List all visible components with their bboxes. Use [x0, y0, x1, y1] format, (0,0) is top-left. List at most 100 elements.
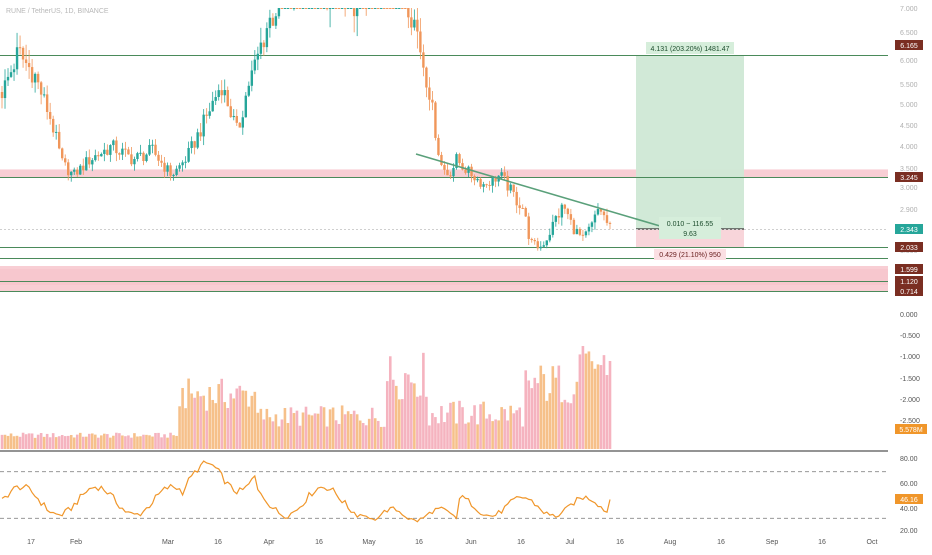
- candle-body: [208, 111, 211, 116]
- candle-body: [371, 8, 374, 9]
- volume-bar: [238, 385, 242, 449]
- volume-bar: [262, 419, 266, 449]
- candle-body: [506, 175, 509, 191]
- volume-bar: [223, 402, 227, 449]
- rsi-pane: 80.00 60.00 40.00 20.00: [0, 456, 918, 535]
- volume-bar: [548, 393, 552, 449]
- price-tick: 4.000: [900, 144, 918, 151]
- candle-body: [142, 152, 145, 161]
- candle-body: [334, 8, 338, 9]
- candle-body: [482, 184, 485, 187]
- volume-bar: [533, 377, 537, 449]
- volume-bar: [599, 365, 603, 449]
- volume-bar: [130, 437, 133, 449]
- price-badge: 2.033: [900, 245, 918, 252]
- volume-bar: [398, 399, 401, 449]
- volume-bar: [425, 396, 428, 449]
- candle-body: [145, 154, 148, 161]
- volume-bar: [298, 425, 302, 449]
- candle-body: [557, 216, 561, 218]
- candle-body: [97, 155, 100, 157]
- trendline-layer[interactable]: [415, 153, 661, 227]
- entry-label-ratio: 9.63: [683, 231, 697, 238]
- volume-bar: [458, 400, 461, 449]
- volume-badge-bg: [895, 424, 927, 434]
- candle-body: [355, 8, 359, 17]
- candle-body: [464, 169, 467, 173]
- price-badge: 3.245: [900, 175, 918, 182]
- volume-bar: [15, 435, 19, 449]
- demand-zone-band: [0, 266, 888, 285]
- volume-bar: [247, 406, 251, 449]
- candle-body: [328, 8, 332, 9]
- volume-bar: [301, 412, 305, 449]
- candle-body: [425, 67, 428, 88]
- volume-tick: -2.500: [900, 418, 920, 425]
- candle-body: [88, 157, 91, 165]
- volume-bar: [494, 419, 497, 449]
- candle-body: [24, 59, 28, 64]
- volume-bar: [410, 382, 413, 449]
- candle-body: [440, 154, 443, 165]
- price-axis[interactable]: 7.000 6.500 6.000 5.500 5.000 4.500 4.000 3.500…: [895, 6, 927, 504]
- candle-body: [572, 219, 576, 235]
- price-tick: 4.500: [900, 123, 918, 130]
- volume-bar: [539, 365, 543, 449]
- volume-bar: [413, 383, 416, 449]
- candle-body: [449, 175, 452, 177]
- candle-body: [196, 132, 199, 148]
- candle-body: [593, 214, 597, 223]
- candle-body: [325, 8, 329, 9]
- volume-bar: [310, 415, 314, 449]
- volume-bar: [608, 360, 612, 449]
- rsi-line: [1, 460, 611, 523]
- volume-bar: [253, 391, 257, 449]
- candle-body: [374, 8, 377, 9]
- price-badge-bg: [895, 276, 923, 286]
- candle-body: [521, 207, 524, 209]
- volume-bar: [280, 419, 284, 449]
- descending-trendline: [415, 153, 661, 227]
- volume-bar: [220, 378, 224, 449]
- candle-body: [301, 8, 305, 9]
- volume-bar: [193, 397, 196, 449]
- candle-body: [232, 115, 235, 118]
- candle-body: [419, 31, 422, 53]
- time-axis[interactable]: 17 Feb Mar 16 Apr 16 May 16 Jun 16 Jul 16 Aug 16 Sep 16…: [27, 539, 877, 546]
- volume-bar: [166, 437, 169, 449]
- volume-bar: [566, 402, 570, 449]
- volume-bar: [178, 406, 181, 449]
- time-tick: Jul: [566, 539, 575, 546]
- volume-bar: [316, 413, 320, 449]
- volume-bar: [187, 378, 190, 449]
- volume-bar: [485, 418, 488, 449]
- volume-bar: [121, 435, 124, 449]
- volume-bar: [509, 405, 512, 449]
- candle-body: [64, 158, 67, 163]
- candle-body: [241, 117, 244, 128]
- candle-body: [380, 8, 383, 9]
- volume-bar: [364, 425, 368, 449]
- volume-bar: [379, 426, 383, 449]
- candle-body: [70, 171, 73, 176]
- volume-bar: [9, 433, 13, 449]
- volume-bar: [467, 422, 470, 449]
- candle-body: [133, 159, 136, 165]
- volume-bar: [521, 426, 525, 449]
- candle-body: [109, 145, 112, 155]
- candle-body: [238, 122, 241, 128]
- volume-bar: [199, 396, 202, 449]
- volume-bar: [545, 400, 549, 449]
- volume-bar: [461, 407, 464, 449]
- candle-body: [461, 163, 464, 170]
- price-tick: 3.500: [900, 166, 918, 173]
- volume-bar: [388, 356, 392, 449]
- volume-bar: [557, 365, 561, 449]
- time-tick: Feb: [70, 539, 82, 546]
- volume-bar: [292, 413, 296, 449]
- volume-bar: [0, 434, 4, 449]
- candle-body: [139, 152, 142, 154]
- volume-bar: [151, 436, 154, 449]
